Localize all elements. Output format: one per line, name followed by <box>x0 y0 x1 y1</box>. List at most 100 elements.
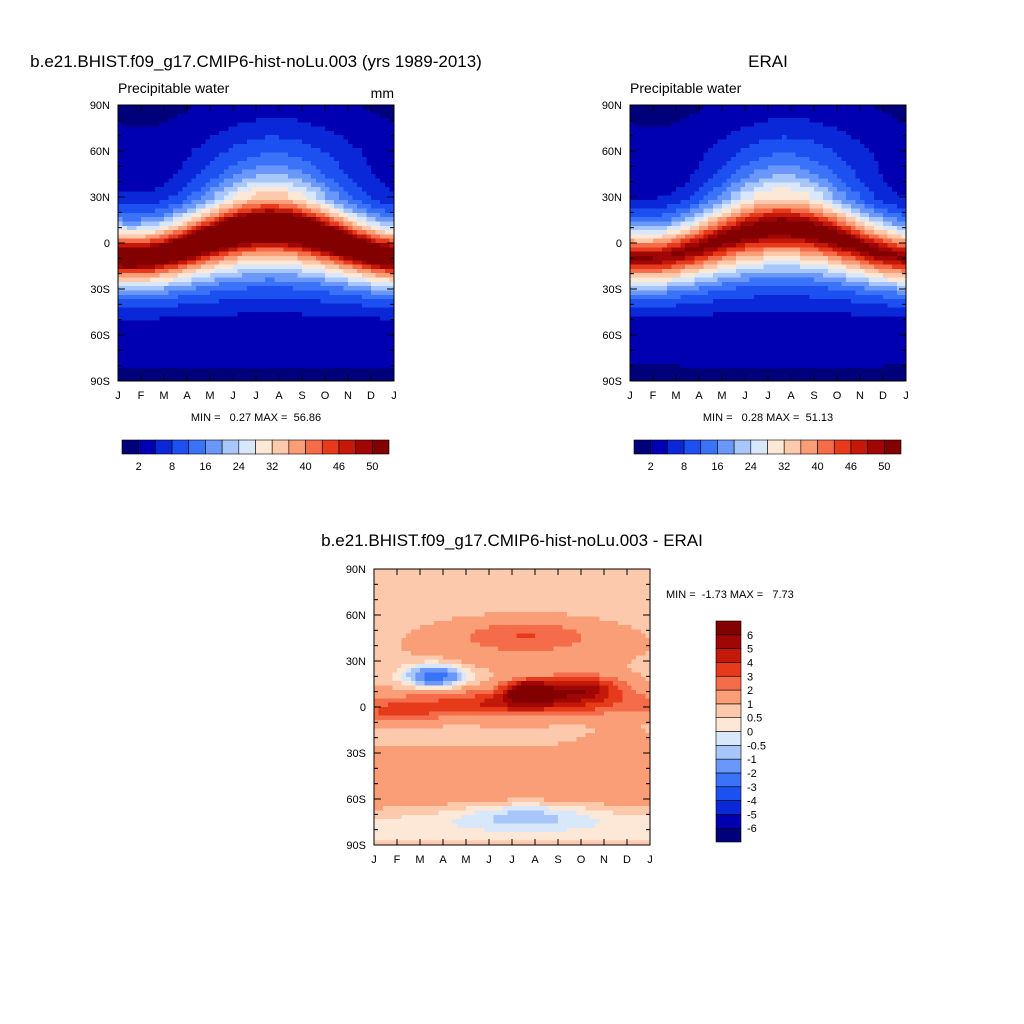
colorbar-swatch <box>188 439 206 455</box>
field-cell <box>662 225 668 231</box>
field-cell <box>154 225 160 231</box>
field-cell <box>154 126 160 132</box>
field-cell <box>196 135 202 141</box>
field-cell <box>269 363 275 369</box>
field-cell <box>694 247 700 253</box>
field-cell <box>269 290 275 296</box>
field-cell <box>182 199 188 205</box>
field-cell <box>122 320 128 326</box>
field-cell <box>269 243 275 248</box>
field-cell <box>694 217 700 223</box>
field-cell <box>154 234 160 240</box>
field-cell <box>177 122 183 128</box>
field-cell <box>329 117 335 123</box>
field-cell <box>196 273 202 279</box>
field-cell <box>177 217 183 223</box>
field-cell <box>643 208 649 214</box>
field-cell <box>389 372 395 378</box>
field-cell <box>371 230 377 235</box>
field-cell <box>653 212 659 218</box>
field-cell <box>159 199 165 205</box>
field-cell <box>260 148 266 154</box>
field-cell <box>196 355 202 361</box>
field-cell <box>210 342 216 348</box>
field-cell <box>288 329 294 335</box>
field-cell <box>256 161 262 166</box>
field-cell <box>237 337 243 343</box>
field-cell <box>643 372 649 378</box>
field-cell <box>343 225 349 231</box>
y-tick-label: 60N <box>90 146 110 158</box>
field-cell <box>223 169 229 175</box>
field-cell <box>154 299 160 304</box>
field-cell <box>200 117 206 123</box>
field-cell <box>325 350 331 356</box>
field-cell <box>288 342 294 348</box>
field-cell <box>127 165 133 171</box>
field-cell <box>182 195 188 201</box>
field-cell <box>251 143 257 149</box>
field-cell <box>357 109 363 115</box>
field-cell <box>274 316 280 322</box>
field-cell <box>283 109 289 115</box>
field-cell <box>187 130 193 136</box>
field-cell <box>173 264 179 270</box>
field-cell <box>141 212 147 218</box>
field-cell <box>343 117 349 123</box>
field-cell <box>380 109 386 115</box>
field-cell <box>315 109 321 115</box>
field-cell <box>329 186 335 192</box>
field-cell <box>375 152 381 158</box>
field-cell <box>380 243 386 248</box>
field-cell <box>685 186 691 192</box>
field-cell <box>256 281 262 287</box>
field-cell <box>297 238 303 244</box>
field-cell <box>154 122 160 128</box>
field-cell <box>136 117 142 123</box>
field-cell <box>643 126 649 132</box>
field-cell <box>384 307 390 313</box>
field-cell <box>242 350 248 356</box>
field-cell <box>685 329 691 335</box>
field-cell <box>269 350 275 356</box>
field-cell <box>653 178 659 184</box>
field-cell <box>329 303 335 309</box>
field-cell <box>366 320 372 326</box>
field-cell <box>200 182 206 188</box>
field-cell <box>657 161 663 166</box>
field-cell <box>154 312 160 317</box>
field-cell <box>361 255 367 261</box>
field-cell <box>338 264 344 270</box>
field-cell <box>671 346 677 352</box>
field-cell <box>311 264 317 270</box>
field-cell <box>653 234 659 240</box>
field-cell <box>191 324 197 330</box>
field-cell <box>283 212 289 218</box>
field-cell <box>653 230 659 235</box>
field-cell <box>334 234 340 240</box>
field-cell <box>302 333 308 339</box>
chart-subtitle: Precipitable water <box>118 80 230 96</box>
field-cell <box>671 178 677 184</box>
field-cell <box>283 363 289 369</box>
field-cell <box>145 221 151 227</box>
field-cell <box>196 130 202 136</box>
field-cell <box>343 277 349 283</box>
field-cell <box>348 186 354 192</box>
field-cell <box>639 273 645 279</box>
field-cell <box>302 346 308 352</box>
field-cell <box>648 230 654 235</box>
field-cell <box>380 376 386 382</box>
field-cell <box>196 255 202 261</box>
field-cell <box>375 320 381 326</box>
field-cell <box>260 204 266 210</box>
field-cell <box>154 143 160 149</box>
field-cell <box>680 122 686 128</box>
field-cell <box>196 113 202 119</box>
field-cell <box>685 303 691 309</box>
field-cell <box>634 225 640 231</box>
field-cell <box>338 161 344 166</box>
field-cell <box>648 346 654 352</box>
field-cell <box>283 204 289 210</box>
field-cell <box>676 264 682 270</box>
